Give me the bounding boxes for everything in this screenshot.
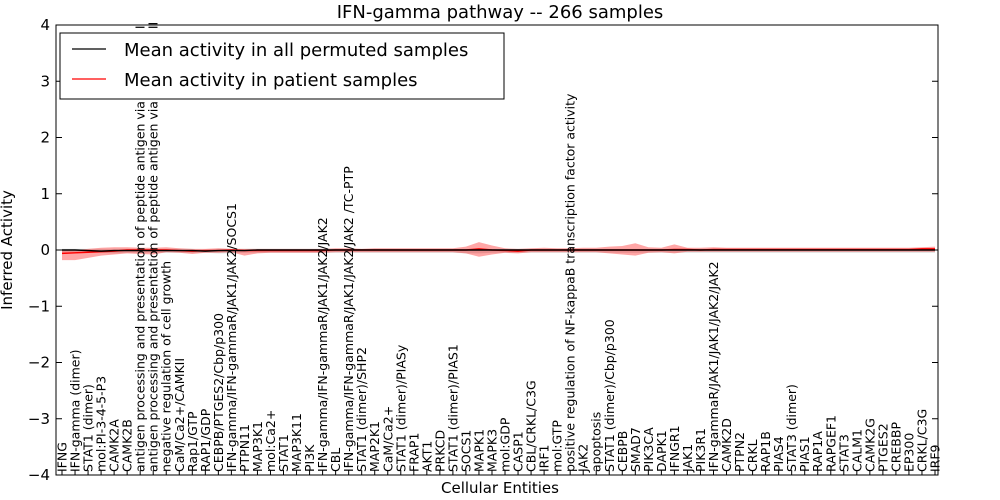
x-tick-label: CEBPB — [615, 431, 630, 472]
x-tick-label: antigen processing and presentation of p… — [133, 25, 148, 472]
x-tick-label: STAT1 (dimer)/PIASy — [393, 344, 408, 472]
x-tick-label: CASP1 — [511, 431, 526, 472]
x-tick-label: mol:Ca2+ — [263, 410, 278, 472]
x-tick-label: CBL/CRKL/C3G — [524, 380, 539, 472]
series-lines — [61, 248, 935, 255]
legend-label-patient: Mean activity in patient samples — [124, 70, 418, 91]
x-tick-label: FRAP1 — [406, 433, 421, 472]
x-tick-label: STAT1 — [276, 434, 291, 472]
x-tick-label: antigen processing and presentation of p… — [146, 22, 161, 472]
x-tick-label: EP300 — [901, 433, 916, 472]
x-tick-label: CAMK2A — [107, 419, 122, 472]
x-tick-label: mol:GDP — [498, 417, 513, 472]
x-tick-label: IFN-gamma/IFN-gammaR/JAK1/JAK2/SOCS1 — [224, 203, 239, 472]
y-tick-label: 1 — [40, 185, 50, 203]
x-tick-label: RAP1B — [758, 431, 773, 472]
chart-title: IFN-gamma pathway -- 266 samples — [337, 2, 664, 23]
x-tick-label: CREBBP — [888, 422, 903, 472]
x-axis-label: Cellular Entities — [441, 479, 559, 497]
x-tick-label: PIK3R1 — [693, 428, 708, 472]
x-tick-label: IFN-gammaR/JAK1/JAK1/JAK2/JAK2 — [706, 261, 721, 472]
x-tick-label: AKT1 — [419, 441, 434, 472]
y-tick-label: −3 — [28, 410, 50, 428]
x-tick-label: SOCS1 — [458, 430, 473, 472]
x-tick-label: MAP3K11 — [289, 413, 304, 472]
x-tick-label: JAK1 — [680, 444, 695, 473]
x-tick-label: PRKCD — [432, 430, 447, 472]
x-tick-label: PIAS1 — [797, 436, 812, 472]
y-tick-label: 2 — [40, 129, 50, 147]
x-tick-label: CEBPB/PTGES2/Cbp/p300 — [211, 313, 226, 472]
y-axis-label: Inferred Activity — [0, 190, 16, 310]
legend-label-permuted: Mean activity in all permuted samples — [124, 40, 468, 61]
x-tick-label: STAT3 (dimer) — [784, 384, 799, 472]
y-tick-label: −2 — [28, 354, 50, 372]
x-tick-label: STAT1 (dimer) — [81, 384, 96, 472]
x-tick-label: RAP1/GDP — [198, 408, 213, 472]
x-tick-label: MAPK1 — [471, 429, 486, 472]
x-tick-label: STAT3 — [836, 434, 851, 472]
x-tick-label: CAMK2G — [862, 418, 877, 472]
y-tick-label: −4 — [28, 466, 50, 484]
y-tick-label: −1 — [28, 297, 50, 315]
x-tick-label: MAP2K1 — [367, 421, 382, 472]
x-tick-label: PTPN11 — [237, 424, 252, 472]
x-tick-label: mol:GTP — [550, 420, 565, 472]
x-tick-label: Rap1/GTP — [185, 411, 200, 472]
x-tick-label: IFNG — [55, 442, 70, 472]
x-tick-label: IRF9 — [928, 444, 943, 472]
x-tick-label: CRKL — [745, 439, 760, 472]
x-tick-label: negative regulation of cell growth — [159, 261, 174, 472]
x-tick-label: MAP3K1 — [250, 421, 265, 472]
plot-frame — [55, 24, 939, 476]
x-tick-label: RAPGEF1 — [823, 415, 838, 472]
y-tick-label: 4 — [40, 16, 50, 34]
x-tick-label: STAT1 (dimer)/PIAS1 — [445, 344, 460, 472]
x-tick-label: IRF1 — [537, 444, 552, 472]
x-tick-label: CALM1 — [849, 429, 864, 472]
x-tick-label: CAMK2B — [120, 419, 135, 472]
x-tick-label: IFN-gamma/IFN-gammaR/JAK1/JAK2/JAK2 — [315, 217, 330, 472]
legend-box — [59, 32, 505, 100]
x-tick-label: IFN-gamma/IFN-gammaR/JAK1/JAK2/JAK2 /TC-… — [341, 166, 356, 472]
x-tick-label: DAPK1 — [654, 430, 669, 472]
x-tick-label: STAT1 (dimer)/SHP2 — [354, 347, 369, 472]
x-tick-label: MAPK3 — [484, 429, 499, 472]
x-tick-label: RAP1A — [810, 431, 825, 472]
x-tick-label: PIK3CA — [641, 427, 656, 472]
x-tick-label: PIAS4 — [771, 436, 786, 472]
y-tick-label: 3 — [40, 72, 50, 90]
x-tick-label: JAK2 — [576, 444, 591, 473]
x-tick-label: PI3K — [302, 444, 317, 472]
x-tick-label: CBL — [328, 448, 343, 472]
x-tick-label: SMAD7 — [628, 427, 643, 472]
x-tick-label: mol:PI-3-4-5-P3 — [94, 376, 109, 472]
legend: Mean activity in all permuted samples Me… — [59, 32, 505, 100]
x-tick-label: CaM/Ca2+ — [380, 406, 395, 472]
x-tick-label: CAMK2D — [719, 418, 734, 472]
x-tick-label: IFNGR1 — [667, 425, 682, 472]
patient-band — [62, 242, 935, 261]
x-tick-label: positive regulation of NF-kappaB transcr… — [563, 93, 578, 472]
x-tick-label: CRKL/C3G — [914, 409, 929, 472]
permuted-mean-line — [62, 249, 935, 252]
x-tick-label: CaM/Ca2+/CAMKII — [172, 358, 187, 472]
x-tick-label: PTPN2 — [732, 432, 747, 472]
y-tick-label: 0 — [40, 241, 50, 259]
x-tick-label: IFN-gamma (dimer) — [68, 350, 83, 473]
x-tick-label: STAT1 (dimer)/Cbp/p300 — [602, 319, 617, 472]
x-tick-label: PTGES2 — [875, 423, 890, 472]
x-tick-label: apoptosis — [589, 412, 604, 472]
